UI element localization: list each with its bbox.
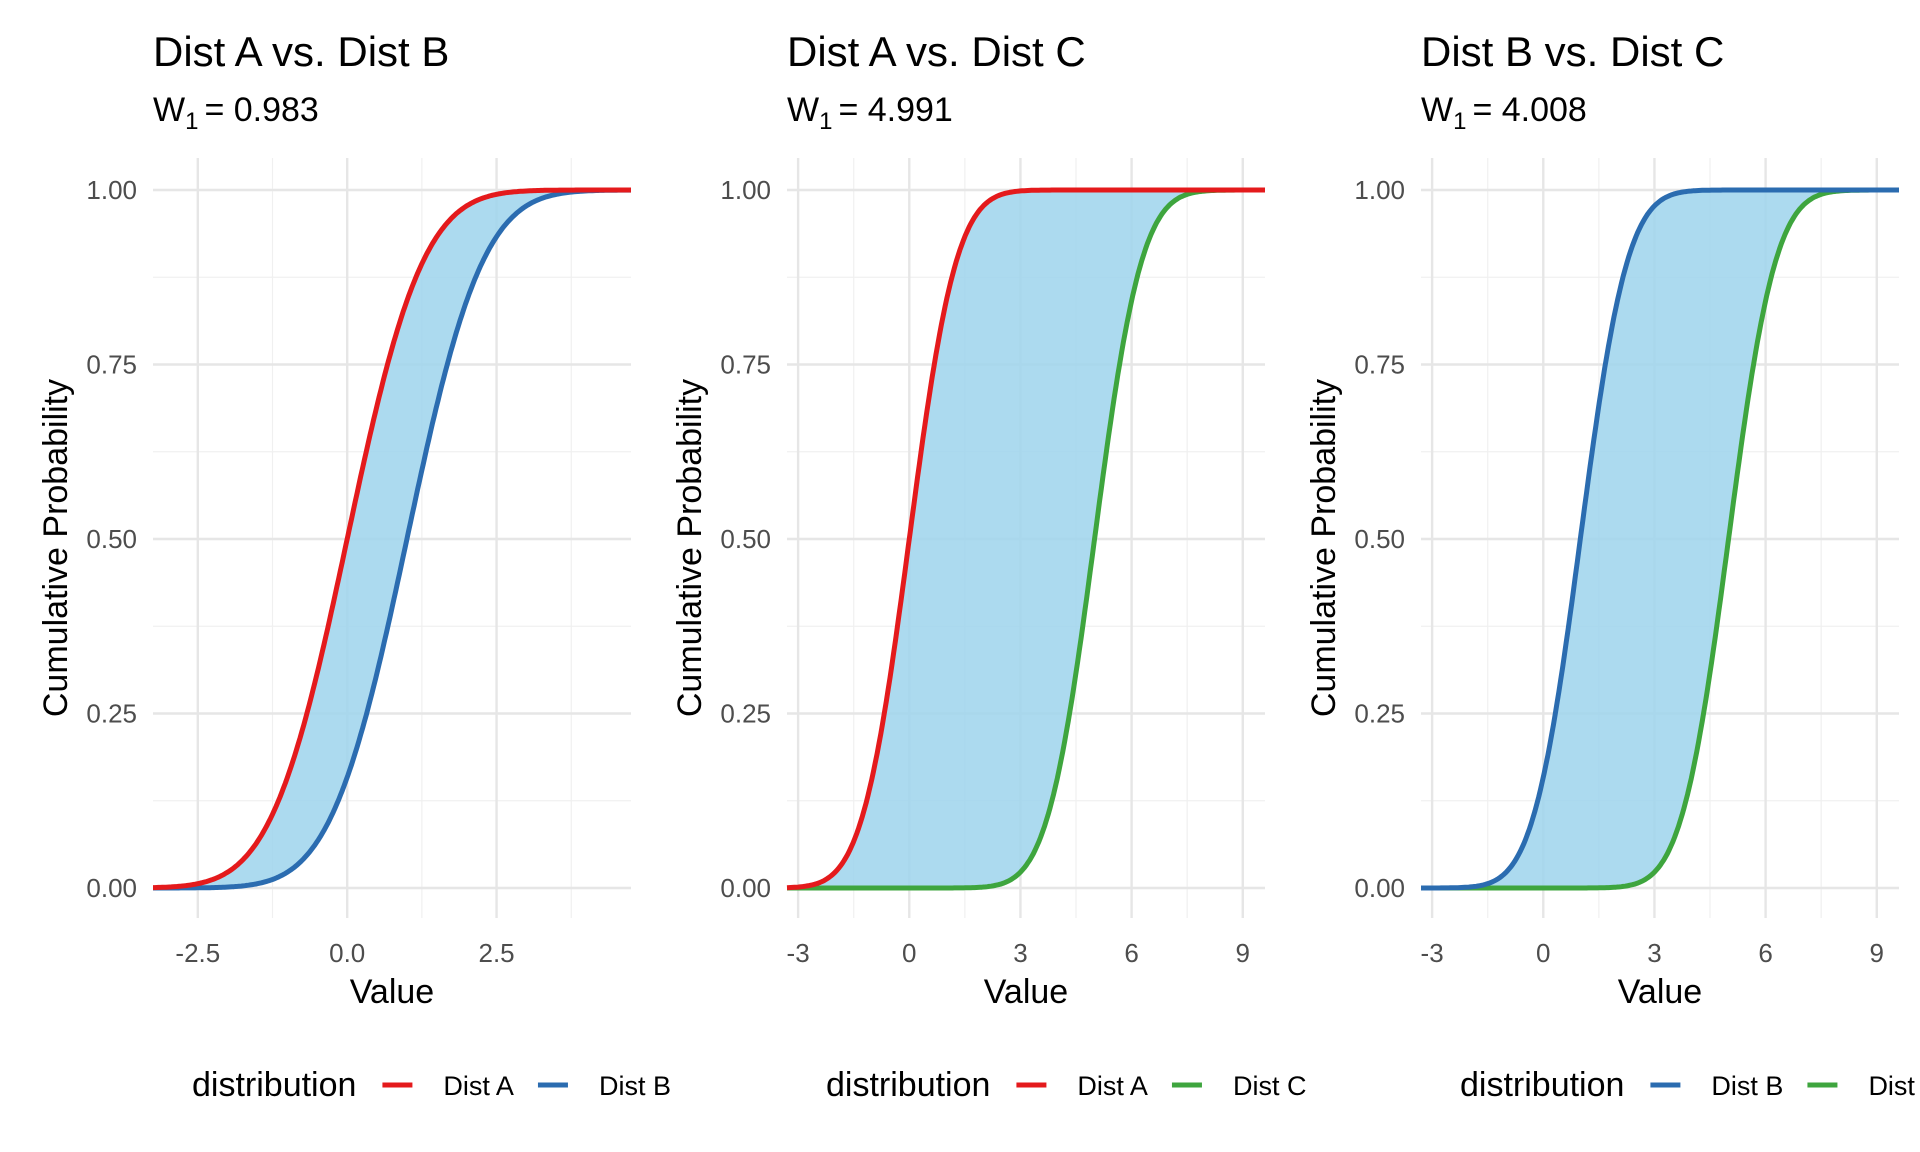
y-tick-label: 0.25 xyxy=(720,699,771,729)
y-tick-label: 0.75 xyxy=(86,350,137,380)
series-line-dist-b xyxy=(152,187,632,891)
x-axis-label: Value xyxy=(350,973,434,1011)
x-axis-label: Value xyxy=(984,973,1068,1011)
y-tick-label: 0.75 xyxy=(1354,350,1405,380)
y-tick-label: 0.25 xyxy=(1354,699,1405,729)
x-tick-label: -3 xyxy=(787,938,810,968)
y-tick-label: 0.00 xyxy=(720,873,771,903)
x-tick-label: 6 xyxy=(1124,938,1138,968)
x-tick-label: 0 xyxy=(1536,938,1550,968)
subtitle-symbol: W xyxy=(153,91,185,129)
y-tick-label: 1.00 xyxy=(720,175,771,205)
y-tick-label: 0.25 xyxy=(86,699,137,729)
y-tick-label: 1.00 xyxy=(1354,175,1405,205)
legend-label-dist-c: Dist C xyxy=(1233,1071,1307,1101)
legend-label-dist-c: Dist C xyxy=(1868,1071,1920,1101)
series-line-dist-b xyxy=(1420,187,1900,891)
y-axis-label: Cumulative Probability xyxy=(37,379,75,717)
legend-title: distribution xyxy=(1460,1066,1624,1104)
x-tick-label: -3 xyxy=(1421,938,1444,968)
area-between-curves xyxy=(1421,190,1899,888)
y-tick-label: 0.50 xyxy=(86,524,137,554)
y-tick-label: 0.50 xyxy=(1354,524,1405,554)
chart-subtitle: W1 = 4.008 xyxy=(1421,91,1587,135)
legend-title: distribution xyxy=(826,1066,990,1104)
series-line-dist-c xyxy=(786,187,1266,891)
subtitle-value: = 0.983 xyxy=(204,91,318,129)
legend-label-dist-b: Dist B xyxy=(1711,1071,1783,1101)
x-tick-label: 9 xyxy=(1870,938,1884,968)
legend: distribution Dist A Dist B xyxy=(192,1066,671,1104)
y-tick-label: 1.00 xyxy=(86,175,137,205)
chart-title: Dist B vs. Dist C xyxy=(1421,28,1724,75)
y-tick-label: 0.50 xyxy=(720,524,771,554)
x-tick-label: 0 xyxy=(902,938,916,968)
x-tick-label: 2.5 xyxy=(478,938,514,968)
legend-label-dist-a: Dist A xyxy=(1077,1071,1148,1101)
y-tick-label: 0.75 xyxy=(720,350,771,380)
subtitle-subscript: 1 xyxy=(819,108,832,135)
chart-subtitle: W1 = 4.991 xyxy=(787,91,953,135)
legend-label-dist-b: Dist B xyxy=(599,1071,671,1101)
legend: distribution Dist B Dist C xyxy=(1460,1066,1920,1104)
legend-title: distribution xyxy=(192,1066,356,1104)
chart-subtitle: W1 = 0.983 xyxy=(153,91,319,135)
y-axis-label: Cumulative Probability xyxy=(1305,379,1343,717)
subtitle-symbol: W xyxy=(1421,91,1453,129)
subtitle-subscript: 1 xyxy=(1453,108,1466,135)
area-between-curves xyxy=(787,190,1265,888)
series-line-dist-c xyxy=(1420,187,1900,891)
x-tick-label: 0.0 xyxy=(329,938,365,968)
y-tick-label: 0.00 xyxy=(1354,873,1405,903)
y-tick-label: 0.00 xyxy=(86,873,137,903)
legend-label-dist-a: Dist A xyxy=(443,1071,514,1101)
series-line-dist-a xyxy=(786,187,1266,891)
subtitle-subscript: 1 xyxy=(185,108,198,135)
x-tick-label: 9 xyxy=(1236,938,1250,968)
chart-title: Dist A vs. Dist B xyxy=(153,28,449,75)
x-tick-label: 3 xyxy=(1013,938,1027,968)
chart-title: Dist A vs. Dist C xyxy=(787,28,1086,75)
series-line-dist-a xyxy=(152,187,632,891)
subtitle-symbol: W xyxy=(787,91,819,129)
y-axis-label: Cumulative Probability xyxy=(671,379,709,717)
chart-panel-2: 0.00 0.25 0.50 0.75 1.00 -3 0 3 6 9 Value Cumulativ… xyxy=(671,28,1306,1104)
chart-panel-3: 0.00 0.25 0.50 0.75 1.00 -3 0 3 6 9 Value Cumulativ… xyxy=(1305,28,1920,1104)
x-tick-label: 6 xyxy=(1758,938,1772,968)
subtitle-value: = 4.008 xyxy=(1472,91,1586,129)
x-tick-label: -2.5 xyxy=(175,938,220,968)
x-tick-label: 3 xyxy=(1647,938,1661,968)
x-axis-label: Value xyxy=(1618,973,1702,1011)
subtitle-value: = 4.991 xyxy=(838,91,952,129)
area-between-curves xyxy=(153,190,631,888)
chart-panel-1: 0.00 0.25 0.50 0.75 1.00 -2.5 0.0 2.5 Value Cumul… xyxy=(37,28,671,1104)
legend: distribution Dist A Dist C xyxy=(826,1066,1306,1104)
